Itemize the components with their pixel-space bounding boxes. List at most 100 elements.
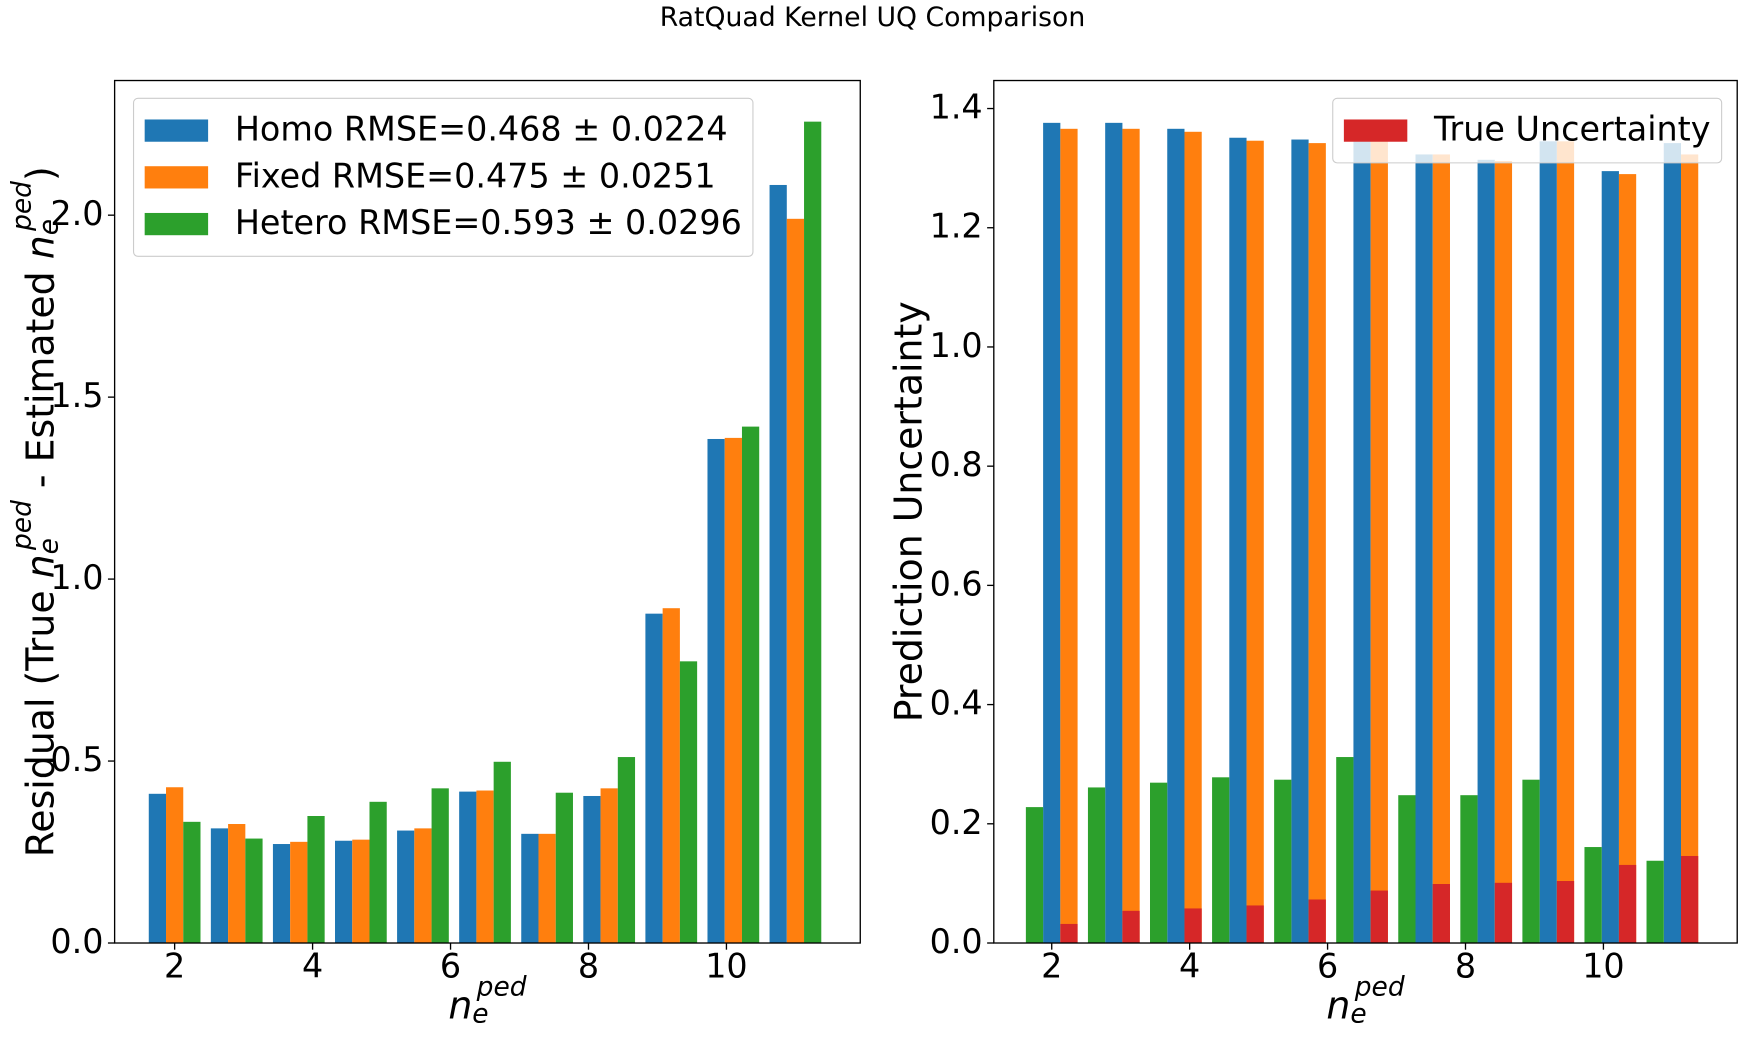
bar: [724, 437, 742, 944]
bar: [804, 121, 822, 944]
bar: [662, 608, 680, 944]
bar: [397, 830, 415, 944]
y-tick-label: 0.5: [50, 740, 103, 779]
x-tick-label: 4: [302, 946, 323, 985]
y-tick-label: 0.8: [930, 445, 983, 484]
legend-box: [132, 97, 754, 257]
bar: [272, 844, 291, 944]
bar: [1556, 141, 1575, 944]
legend-label: True Uncertainty: [1433, 109, 1710, 148]
bar: [1353, 132, 1371, 944]
axes-frame: [113, 79, 861, 944]
bar: [369, 801, 387, 944]
bar: [493, 761, 511, 944]
bar: [645, 613, 663, 944]
bar: [1150, 782, 1168, 944]
bar: [1681, 855, 1699, 944]
bar: [166, 787, 184, 944]
legend-label: Hetero RMSE=0.593 ± 0.0296: [235, 203, 742, 242]
bar: [1477, 159, 1495, 944]
bar: [538, 833, 556, 944]
bar: [1212, 777, 1230, 944]
bar: [617, 757, 636, 944]
y-tick-label: 0.0: [930, 922, 983, 961]
y-tick-label: 1.0: [930, 325, 983, 364]
bar: [1308, 899, 1326, 944]
legend: True Uncertainty: [1332, 97, 1723, 164]
bar: [245, 838, 263, 944]
y-tick-label: 1.5: [50, 376, 103, 415]
x-tick-label: 10: [705, 946, 747, 985]
bar: [1618, 864, 1637, 944]
x-tick-label: 4: [1179, 946, 1200, 985]
bar: [414, 828, 432, 944]
bar: [1184, 908, 1202, 944]
x-tick-label: 6: [440, 946, 461, 985]
bar: [1432, 154, 1450, 944]
bar: [1060, 128, 1078, 944]
bar: [459, 791, 477, 944]
bar: [1398, 795, 1416, 944]
bar: [786, 218, 805, 944]
bar: [431, 788, 449, 944]
bar: [1556, 881, 1575, 944]
x-tick-label: 2: [164, 946, 185, 985]
y-tick-label: 2.0: [50, 194, 103, 233]
x-tick-label: 8: [578, 946, 599, 985]
bar: [1105, 122, 1123, 944]
legend: Homo RMSE=0.468 ± 0.0224 Fixed RMSE=0.475…: [132, 97, 754, 257]
bar: [1494, 882, 1513, 944]
bar: [307, 816, 325, 944]
legend-swatch: [144, 166, 209, 189]
bar: [1184, 131, 1202, 944]
bar: [1494, 160, 1513, 944]
bar: [335, 840, 353, 944]
bar: [183, 821, 201, 944]
bar: [1618, 174, 1637, 944]
figure-title: RatQuad Kernel UQ Comparison: [660, 2, 1086, 33]
bar: [1025, 807, 1044, 944]
bar: [1432, 883, 1450, 944]
bar: [1539, 141, 1557, 944]
bar: [1370, 890, 1388, 944]
y-tick-label: 1.2: [930, 206, 983, 245]
bar: [1601, 171, 1619, 944]
bar: [1122, 910, 1140, 944]
bar: [1460, 795, 1478, 944]
x-tick-label: 6: [1317, 946, 1338, 985]
y-tick-label: 0.6: [930, 564, 983, 603]
bar: [352, 839, 370, 944]
bar: [1370, 135, 1388, 944]
legend-label: Homo RMSE=0.468 ± 0.0224: [235, 109, 728, 148]
axes-frame: [993, 79, 1738, 944]
x-axis-label: neped: [448, 971, 526, 1030]
bar: [476, 790, 494, 944]
bar: [679, 661, 698, 944]
bar: [741, 426, 760, 944]
x-tick-label: 10: [1582, 946, 1624, 985]
y-tick-label: 0.0: [50, 922, 103, 961]
x-tick-label: 2: [1041, 946, 1062, 985]
y-tick-label: 1.0: [50, 558, 103, 597]
bar: [1415, 154, 1433, 944]
bar: [1060, 923, 1078, 944]
bar: [769, 184, 787, 944]
bar: [1274, 779, 1292, 944]
bar: [1167, 128, 1185, 944]
bar: [600, 788, 618, 944]
bar: [1646, 860, 1664, 944]
bar: [1291, 139, 1309, 944]
legend-swatch: [1343, 119, 1408, 142]
bar: [1584, 847, 1602, 944]
bar: [1229, 137, 1247, 944]
y-axis-label: Prediction Uncertainty: [886, 301, 930, 722]
x-axis-label: neped: [1326, 971, 1404, 1030]
bar: [1663, 143, 1682, 944]
legend-label: Fixed RMSE=0.475 ± 0.0251: [235, 156, 716, 195]
bar: [228, 824, 246, 944]
bar: [555, 792, 573, 944]
legend-swatch: [144, 212, 209, 236]
bar: [583, 795, 601, 944]
bar: [148, 793, 167, 944]
